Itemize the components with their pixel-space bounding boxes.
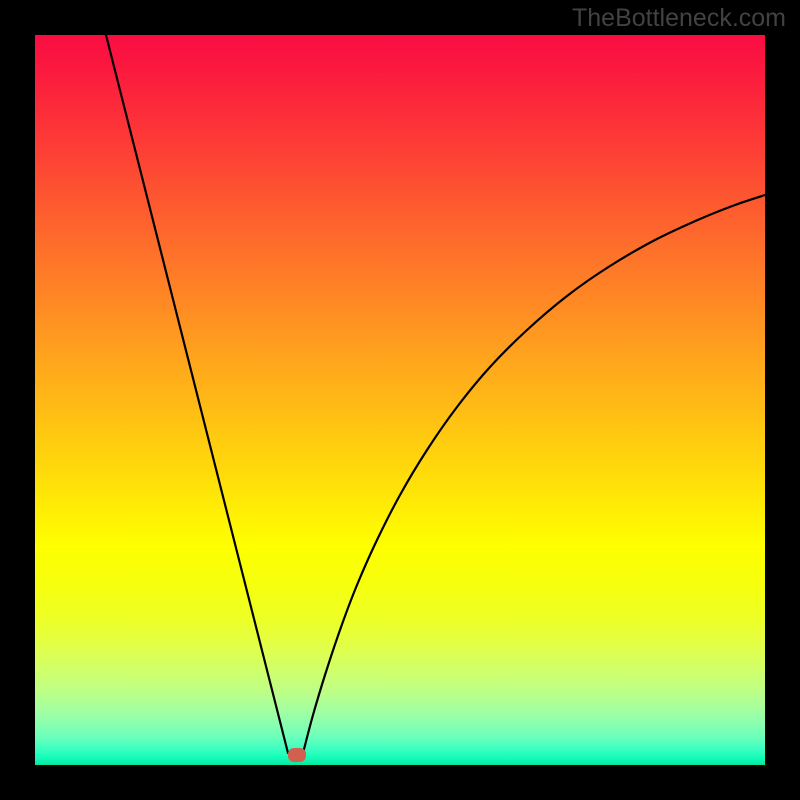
chart-frame: TheBottleneck.com	[0, 0, 800, 800]
watermark-text: TheBottleneck.com	[572, 4, 786, 33]
bottleneck-curve	[106, 35, 765, 756]
curve-layer	[35, 35, 765, 765]
minimum-marker	[288, 748, 306, 762]
plot-area	[35, 35, 765, 765]
